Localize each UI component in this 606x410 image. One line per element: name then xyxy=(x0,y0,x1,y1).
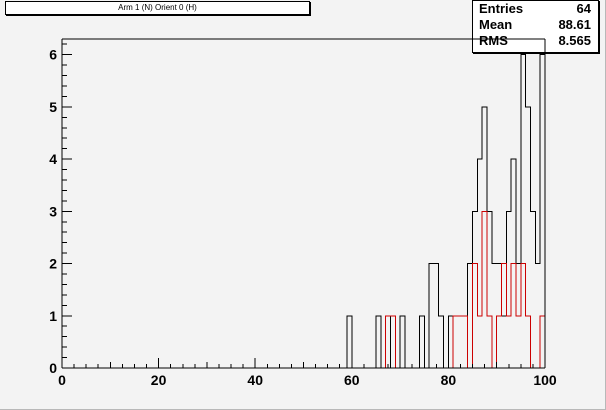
stat-row-entries: Entries 64 xyxy=(473,1,598,17)
stat-label-entries: Entries xyxy=(479,1,524,16)
stat-value-entries: 64 xyxy=(576,1,591,16)
series-layer xyxy=(62,54,546,369)
stat-label-mean: Mean xyxy=(479,17,513,32)
y-tick-label: 5 xyxy=(49,99,57,115)
stat-row-mean: Mean 88.61 xyxy=(473,17,598,33)
y-tick-label: 1 xyxy=(49,308,57,324)
stat-label-rms: RMS xyxy=(479,33,508,48)
x-tick-label: 60 xyxy=(344,372,360,388)
x-tick-label: 20 xyxy=(151,372,167,388)
y-tick-label: 6 xyxy=(49,47,57,63)
stats-box: Entries 64 Mean 88.61 RMS 8.565 xyxy=(472,0,599,53)
axes-layer: 0 20 40 60 80 100 0 1 2 3 4 5 6 xyxy=(49,38,557,388)
x-tick-label: 0 xyxy=(58,372,66,388)
y-tick-label: 2 xyxy=(49,256,57,272)
y-tick-label: 4 xyxy=(49,151,57,167)
stat-row-rms: RMS 8.565 xyxy=(473,33,598,49)
x-tick-label: 40 xyxy=(247,372,263,388)
x-tick-label: 80 xyxy=(441,372,457,388)
stat-value-rms: 8.565 xyxy=(558,33,591,48)
x-tick-label: 100 xyxy=(533,372,557,388)
y-tick-label: 0 xyxy=(49,360,57,376)
y-tick-label: 3 xyxy=(49,203,57,219)
histogram-title: Arm 1 (N) Orient 0 (H) xyxy=(5,1,310,15)
stat-value-mean: 88.61 xyxy=(558,17,591,32)
